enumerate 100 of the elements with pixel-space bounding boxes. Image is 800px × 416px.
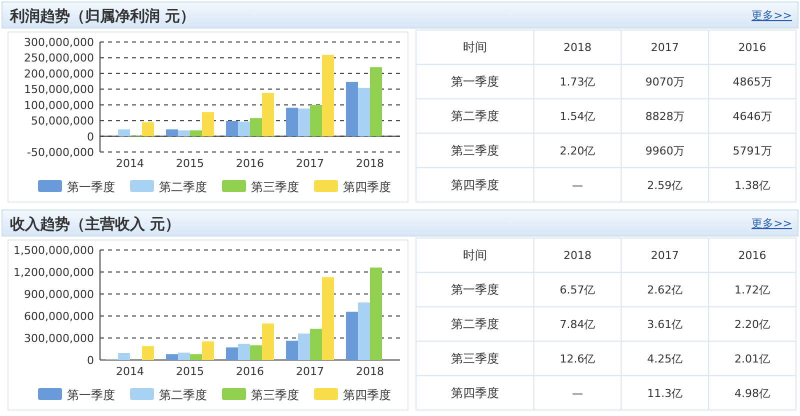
- x-tick-label: 2014: [116, 365, 144, 378]
- y-tick-label: 300,000,000: [24, 332, 94, 345]
- x-tick-label: 2015: [176, 365, 204, 378]
- text: 11.3亿: [647, 386, 683, 400]
- chart-title: 收入趋势（主营收入 元）: [10, 215, 180, 233]
- category-label: 第二季度: [450, 109, 499, 123]
- text: 时间: [462, 40, 487, 54]
- legend-label: 第一季度: [67, 388, 115, 402]
- category-label: 2017: [650, 41, 679, 54]
- category-label: 2017: [650, 249, 679, 262]
- y-tick-label: 900,000,000: [24, 288, 94, 301]
- text: 7.84亿: [560, 318, 596, 331]
- y-tick-label: -50,000,000: [27, 146, 94, 159]
- bar: [346, 82, 358, 136]
- text: 2.62亿: [647, 284, 683, 297]
- bar: [142, 122, 154, 136]
- bar: [238, 344, 250, 360]
- bar: [322, 277, 334, 360]
- category-label: 第四季度: [450, 178, 499, 192]
- bar: [190, 130, 202, 136]
- bar: [178, 352, 190, 360]
- bar: [118, 129, 130, 136]
- text: 4646万: [732, 110, 772, 123]
- y-tick-label: 50,000,000: [31, 114, 94, 128]
- bar: [226, 347, 238, 360]
- category-label: 2016: [738, 249, 766, 262]
- y-tick-label: 300,000,000: [24, 36, 94, 49]
- bar: [142, 346, 154, 360]
- y-tick-label: 100,000,000: [24, 98, 94, 112]
- x-tick-label: 2015: [176, 157, 204, 170]
- category-label: 第三季度: [450, 143, 499, 158]
- text: 2.20亿: [560, 144, 596, 158]
- bar: [346, 312, 358, 360]
- bar: [370, 67, 382, 136]
- y-tick-label: 250,000,000: [24, 52, 94, 65]
- legend-label: 第一季度: [67, 180, 115, 194]
- category-label: 2016: [738, 41, 766, 54]
- bar: [190, 354, 202, 360]
- text: —: [572, 386, 583, 400]
- y-tick-label: 0: [87, 130, 94, 144]
- text: 9070万: [645, 76, 684, 89]
- text: 3.61亿: [647, 318, 683, 331]
- y-tick-label: 1,500,000,000: [14, 244, 94, 257]
- bar: [166, 354, 178, 360]
- text: 1.73亿: [560, 76, 596, 89]
- x-tick-label: 2014: [116, 157, 144, 170]
- text: 2.20亿: [734, 318, 770, 331]
- text: 8828万: [645, 110, 684, 123]
- legend-label: 第三季度: [251, 388, 299, 402]
- text: 更多>>: [752, 9, 792, 22]
- x-tick-label: 2018: [356, 157, 384, 170]
- x-tick-label: 2016: [236, 365, 264, 378]
- text: 4865万: [732, 76, 772, 89]
- text: 时间: [462, 248, 487, 262]
- bar: [166, 129, 178, 136]
- text: —: [572, 178, 583, 192]
- category-label: 第四季度: [450, 386, 499, 400]
- category-label: 第三季度: [450, 351, 499, 366]
- text: 5791万: [732, 144, 772, 158]
- category-label: 第二季度: [450, 317, 499, 331]
- bar: [358, 302, 370, 360]
- legend-label: 第二季度: [159, 388, 207, 402]
- bar: [286, 340, 298, 360]
- bar: [310, 104, 322, 136]
- legend-label: 第四季度: [343, 180, 391, 194]
- y-tick-label: 200,000,000: [24, 67, 94, 80]
- y-tick-label: 1,200,000,000: [14, 266, 94, 279]
- y-tick-label: 0: [87, 354, 94, 367]
- bar: [202, 112, 214, 136]
- category-label: 2018: [564, 41, 592, 54]
- text: 6.57亿: [560, 284, 596, 297]
- text: 1.54亿: [560, 110, 596, 123]
- chart-title: 利润趋势（归属净利润 元）: [9, 7, 196, 25]
- bar: [298, 108, 310, 136]
- y-tick-label: 150,000,000: [24, 83, 94, 96]
- bar: [178, 130, 190, 136]
- text: 2.59亿: [647, 178, 683, 192]
- bar: [250, 118, 262, 136]
- text: 2.01亿: [734, 352, 770, 366]
- x-tick-label: 2017: [296, 365, 324, 378]
- legend-label: 第二季度: [159, 180, 207, 194]
- bar: [298, 334, 310, 360]
- text: 1.72亿: [734, 284, 770, 297]
- text: 9960万: [645, 144, 684, 158]
- bar: [262, 323, 274, 360]
- bar: [322, 54, 334, 136]
- text: 更多>>: [752, 217, 792, 230]
- x-tick-label: 2016: [236, 157, 264, 170]
- category-label: 2018: [564, 249, 592, 262]
- bar: [250, 345, 262, 360]
- bar: [358, 88, 370, 136]
- text: 4.25亿: [647, 352, 683, 366]
- bar: [286, 108, 298, 136]
- y-tick-label: 600,000,000: [24, 310, 94, 323]
- bar: [310, 328, 322, 360]
- bar: [262, 92, 274, 136]
- text: 4.98亿: [734, 386, 770, 400]
- bar: [202, 341, 214, 360]
- bar: [370, 268, 382, 360]
- legend-label: 第四季度: [343, 388, 391, 402]
